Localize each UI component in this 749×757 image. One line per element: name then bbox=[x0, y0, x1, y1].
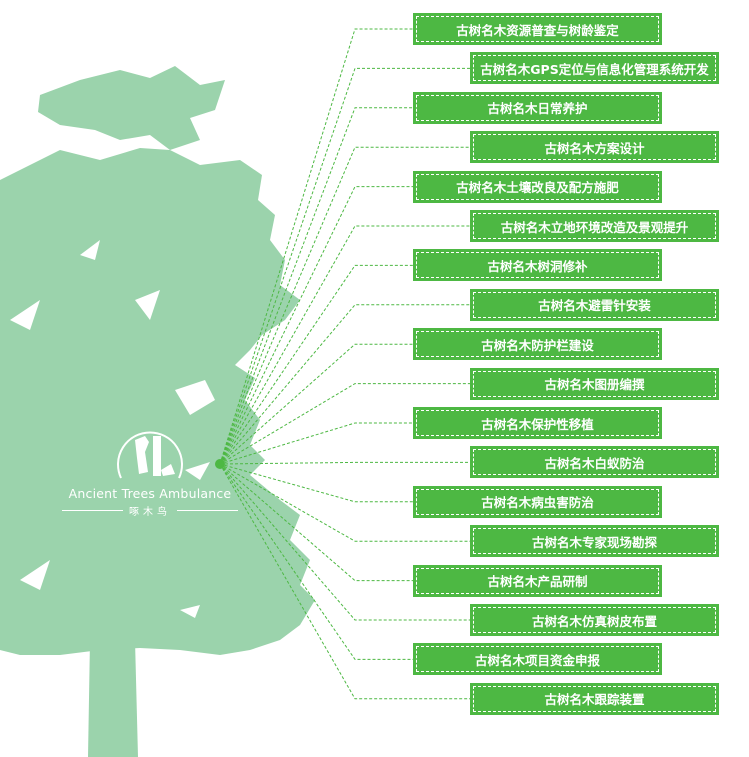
connector-line bbox=[219, 264, 413, 465]
service-item-label: 古树名木防护栏建设 bbox=[416, 331, 659, 358]
service-item-label: 古树名木病虫害防治 bbox=[416, 488, 659, 515]
woodpecker-tree-logo-icon bbox=[117, 431, 183, 479]
connector-line bbox=[219, 343, 413, 465]
connector-line bbox=[219, 28, 413, 465]
logo-english-text: Ancient Trees Ambulance bbox=[68, 486, 232, 501]
service-item: 古树名木避雷针安装 bbox=[470, 288, 719, 321]
service-item: 古树名木树洞修补 bbox=[413, 249, 662, 282]
service-item-label: 古树名木日常养护 bbox=[416, 94, 659, 121]
service-item-label: 古树名木专家现场勘探 bbox=[473, 528, 716, 555]
service-item: 古树名木专家现场勘探 bbox=[470, 525, 719, 558]
service-item: 古树名木跟踪装置 bbox=[470, 682, 719, 715]
service-item: 古树名木日常养护 bbox=[413, 91, 662, 124]
service-item: 古树名木项目资金申报 bbox=[413, 643, 662, 676]
service-item-label: 古树名木土壤改良及配方施肥 bbox=[416, 173, 659, 200]
service-item-label: 古树名木仿真树皮布置 bbox=[473, 607, 716, 633]
service-item: 古树名木保护性移植 bbox=[413, 407, 662, 439]
connector-line bbox=[219, 186, 413, 465]
hub-dot bbox=[215, 459, 225, 469]
service-item: 古树名木仿真树皮布置 bbox=[470, 604, 719, 636]
connector-line bbox=[219, 422, 413, 465]
tree-silhouette bbox=[0, 66, 315, 757]
service-item-label: 古树名木立地环境改造及景观提升 bbox=[473, 213, 716, 239]
service-item: 古树名木立地环境改造及景观提升 bbox=[470, 210, 719, 242]
service-item-label: 古树名木跟踪装置 bbox=[473, 685, 716, 712]
logo-chinese-row: 啄木鸟 bbox=[62, 503, 238, 518]
connector-line bbox=[219, 463, 413, 582]
service-item: 古树名木防护栏建设 bbox=[413, 328, 662, 361]
service-item: 古树名木资源普查与树龄鉴定 bbox=[413, 13, 662, 45]
service-item-label: 古树名木产品研制 bbox=[416, 567, 659, 594]
service-item: 古树名木图册编撰 bbox=[470, 367, 719, 400]
connector-line bbox=[219, 461, 470, 465]
divider bbox=[62, 510, 123, 511]
service-item: 古树名木病虫害防治 bbox=[413, 485, 662, 518]
tree-gaps bbox=[10, 240, 215, 618]
connector-line bbox=[219, 107, 413, 465]
service-item-label: 古树名木避雷针安装 bbox=[473, 291, 716, 318]
logo: Ancient Trees Ambulance 啄木鸟 bbox=[62, 422, 238, 518]
connector-line bbox=[219, 146, 470, 465]
connector-line bbox=[219, 225, 470, 465]
connector-line bbox=[219, 463, 413, 660]
connector-lines bbox=[219, 28, 470, 700]
service-item: 古树名木白蚁防治 bbox=[470, 446, 719, 479]
service-item: 古树名木产品研制 bbox=[413, 564, 662, 597]
divider bbox=[177, 510, 238, 511]
service-item-label: 古树名木保护性移植 bbox=[416, 410, 659, 436]
service-item-label: 古树名木资源普查与树龄鉴定 bbox=[416, 16, 659, 42]
connector-line bbox=[219, 304, 470, 465]
connector-line bbox=[219, 463, 470, 542]
connector-line bbox=[219, 463, 470, 621]
connector-line bbox=[219, 463, 470, 700]
connector-line bbox=[219, 463, 413, 503]
service-item-label: 古树名木GPS定位与信息化管理系统开发 bbox=[473, 55, 716, 82]
service-item-label: 古树名木方案设计 bbox=[473, 134, 716, 161]
service-item-label: 古树名木图册编撰 bbox=[473, 370, 716, 397]
logo-chinese-text: 啄木鸟 bbox=[129, 507, 171, 518]
service-item: 古树名木GPS定位与信息化管理系统开发 bbox=[470, 52, 719, 85]
service-item: 古树名木方案设计 bbox=[470, 131, 719, 164]
service-item-label: 古树名木白蚁防治 bbox=[473, 449, 716, 476]
service-item: 古树名木土壤改良及配方施肥 bbox=[413, 170, 662, 203]
connector-line bbox=[219, 383, 470, 465]
service-item-label: 古树名木树洞修补 bbox=[416, 252, 659, 279]
service-item-label: 古树名木项目资金申报 bbox=[416, 646, 659, 673]
